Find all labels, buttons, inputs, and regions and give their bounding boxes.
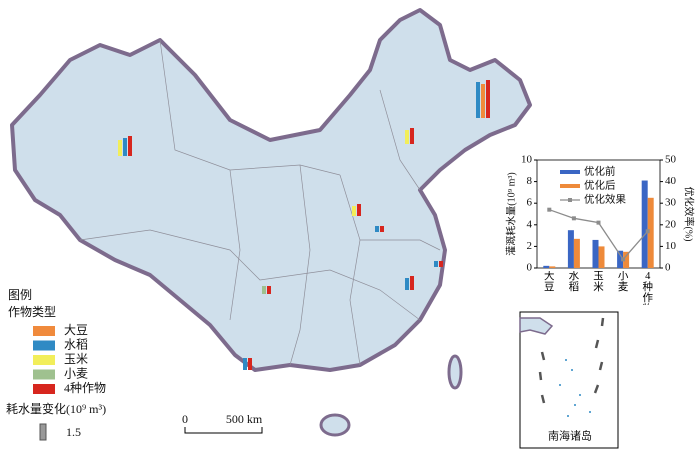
bar: [647, 197, 654, 268]
legend-swatch: [33, 340, 55, 351]
x-tick-label-text: 大豆: [544, 271, 555, 293]
map-legend: 图例 作物类型 耗水量变化(10⁹ m³) 1.5: [6, 288, 106, 441]
efficiency-point: [596, 220, 601, 225]
legend-crop: 水稻: [64, 337, 88, 351]
province-borders: [79, 39, 441, 366]
map-bar-glyphs: [118, 80, 490, 370]
legend-title: 图例: [8, 288, 32, 302]
legend-label: 优化前: [584, 164, 616, 177]
bar: [549, 266, 556, 268]
legend-label: 优化后: [584, 178, 616, 191]
y2-axis-label: 优化效率(%): [683, 187, 696, 242]
efficiency-point: [645, 229, 650, 234]
x-tick-label-text: 4种作物: [642, 271, 653, 305]
y-tick-label: 0: [527, 262, 533, 274]
x-tick-label: 水稻: [568, 271, 580, 293]
legend-point: [568, 198, 572, 202]
x-tick-label: 小麦: [617, 271, 629, 293]
efficiency-point: [621, 257, 626, 262]
scale-start: 0: [182, 412, 188, 426]
y2-tick-label: 30: [665, 197, 677, 209]
y-tick-label: 2: [527, 240, 533, 252]
x-tick-label: 4种作物: [642, 271, 653, 305]
inset-chart: 0 2 4 6 8 10 0 10 20 30 40 50 灌溉耗水量(10⁹ m³) 优化效率(%) 大豆…: [504, 145, 696, 305]
bar: [623, 251, 630, 268]
y2-tick-label: 10: [665, 240, 677, 252]
scale-bar: 0 500 km: [182, 412, 263, 434]
legend-label: 优化效果: [584, 192, 626, 205]
bar: [617, 250, 624, 268]
legend-crop: 玉米: [64, 352, 88, 366]
y2-tick-label: 0: [665, 262, 671, 274]
x-tick-label-text: 玉米: [593, 271, 604, 293]
legend-size-example: 1.5: [66, 425, 81, 439]
legend-swatch: [33, 369, 55, 380]
legend-swatch: [560, 184, 580, 188]
south-sea-inset: 南海诸岛: [519, 311, 619, 449]
legend-swatch: [560, 170, 580, 174]
x-tick-label-text: 小麦: [617, 271, 629, 293]
bar: [641, 180, 648, 268]
bar: [598, 246, 605, 268]
legend-swatch: [33, 384, 55, 394]
y2-tick-label: 40: [665, 175, 677, 187]
y-tick-label: 10: [521, 154, 533, 166]
legend-crop: 小麦: [64, 366, 88, 380]
taiwan: [447, 354, 463, 390]
bar: [567, 230, 574, 268]
y-axis-label: 灌溉耗水量(10⁹ m³): [504, 172, 517, 255]
legend-swatch: [33, 326, 55, 336]
size-glyph: [39, 423, 47, 441]
legend-size-title: 耗水量变化(10⁹ m³): [6, 401, 106, 416]
scale-end: 500 km: [226, 412, 263, 426]
legend-swatch: [33, 355, 55, 365]
legend-crop: 大豆: [64, 323, 88, 337]
bar: [573, 238, 580, 268]
y2-tick-label: 50: [665, 154, 677, 166]
bar: [592, 239, 599, 268]
x-tick-label: 玉米: [593, 271, 604, 293]
x-tick-label-text: 水稻: [568, 271, 580, 293]
hainan: [319, 413, 351, 437]
y-tick-label: 8: [527, 175, 533, 187]
bar: [543, 265, 550, 268]
inset-label: 南海诸岛: [548, 429, 592, 443]
x-tick-label: 大豆: [544, 271, 555, 293]
y2-tick-label: 20: [665, 218, 677, 230]
legend-crop: 4种作物: [64, 381, 106, 395]
legend-crop-type: 作物类型: [8, 305, 56, 319]
china-outline: [10, 8, 532, 372]
efficiency-point: [547, 207, 552, 212]
y-tick-label: 4: [527, 218, 533, 230]
y-tick-label: 6: [527, 197, 533, 209]
efficiency-point: [571, 216, 576, 221]
